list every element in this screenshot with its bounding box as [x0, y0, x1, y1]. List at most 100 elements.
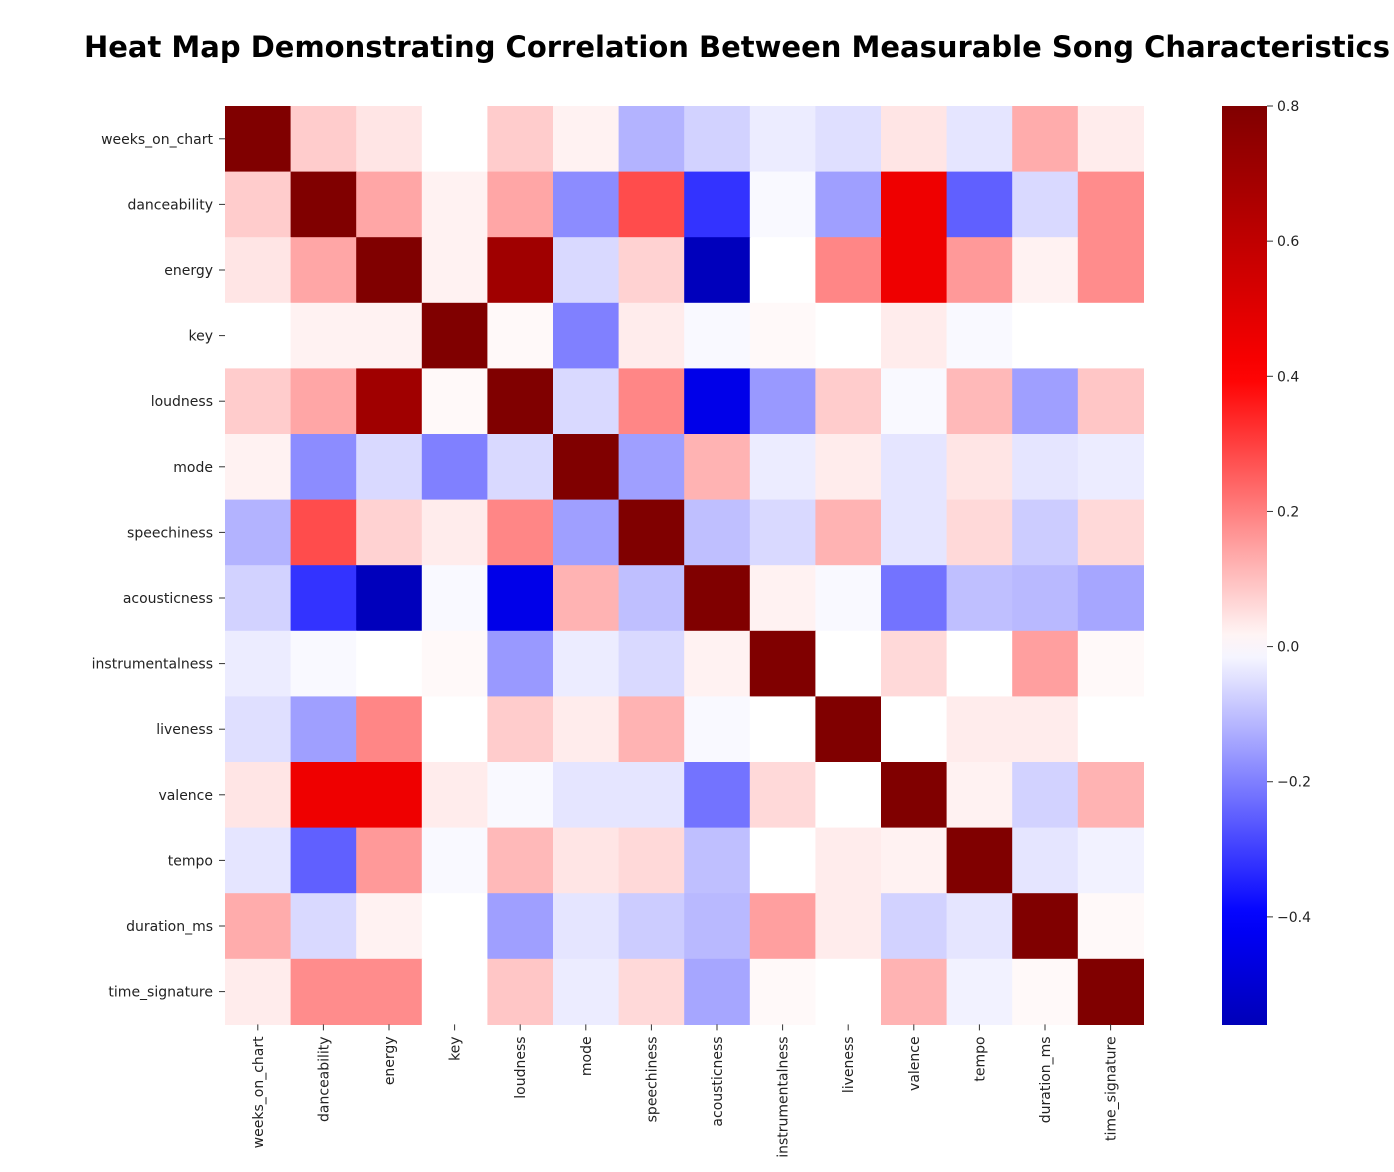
heatmap-cell-instrumentalness-key: [421, 630, 488, 697]
heatmap-cell-duration_ms-liveness: [815, 893, 882, 960]
heatmap-cell-valence-tempo: [946, 762, 1013, 829]
heatmap-cell-danceability-acousticness: [684, 171, 751, 238]
heatmap-cell-speechiness-speechiness: [618, 499, 685, 566]
heatmap-cell-time_signature-valence: [881, 958, 948, 1025]
heatmap-cell-danceability-liveness: [815, 171, 882, 238]
heatmap-cell-duration_ms-mode: [553, 893, 620, 960]
heatmap-cell-liveness-acousticness: [684, 696, 751, 763]
heatmap-cell-mode-key: [421, 434, 488, 501]
heatmap-cell-key-liveness: [815, 302, 882, 369]
heatmap-cell-valence-loudness: [487, 762, 554, 829]
heatmap-cell-time_signature-duration_ms: [1012, 958, 1079, 1025]
heatmap-cell-mode-liveness: [815, 434, 882, 501]
chart-title: Heat Map Demonstrating Correlation Betwe…: [83, 30, 1391, 64]
x-tick-label-time_signature: time_signature: [1104, 1036, 1120, 1141]
x-tick-label-mode: mode: [579, 1036, 595, 1076]
heatmap-cell-mode-speechiness: [618, 434, 685, 501]
heatmap-cell-danceability-mode: [553, 171, 620, 238]
heatmap-cell-mode-loudness: [487, 434, 554, 501]
heatmap-cell-acousticness-weeks_on_chart: [225, 565, 292, 632]
heatmap-cell-tempo-speechiness: [618, 827, 685, 894]
heatmap-cell-speechiness-tempo: [946, 499, 1013, 566]
heatmap-cell-loudness-loudness: [487, 368, 554, 435]
heatmap-cell-acousticness-key: [421, 565, 488, 632]
x-tick-label-speechiness: speechiness: [644, 1036, 660, 1122]
heatmap-cell-acousticness-energy: [356, 565, 423, 632]
x-tick-label-weeks_on_chart: weeks_on_chart: [251, 1036, 267, 1148]
heatmap-cell-time_signature-time_signature: [1077, 958, 1144, 1025]
heatmap-cell-instrumentalness-instrumentalness: [749, 630, 816, 697]
heatmap-cell-duration_ms-speechiness: [618, 893, 685, 960]
colorbar-tick-label: 0.6: [1277, 234, 1299, 250]
heatmap-cell-loudness-acousticness: [684, 368, 751, 435]
heatmap-cell-loudness-liveness: [815, 368, 882, 435]
heatmap-cell-liveness-speechiness: [618, 696, 685, 763]
heatmap-cell-liveness-energy: [356, 696, 423, 763]
x-tick-label-acousticness: acousticness: [710, 1036, 726, 1126]
heatmap-cell-loudness-danceability: [290, 368, 357, 435]
y-tick-label-energy: energy: [164, 263, 213, 279]
heatmap-cell-energy-tempo: [946, 237, 1013, 304]
heatmap-cell-acousticness-instrumentalness: [749, 565, 816, 632]
heatmap-cell-tempo-duration_ms: [1012, 827, 1079, 894]
heatmap-cell-weeks_on_chart-instrumentalness: [749, 106, 816, 173]
y-tick-label-weeks_on_chart: weeks_on_chart: [101, 132, 213, 148]
heatmap-cell-loudness-energy: [356, 368, 423, 435]
y-tick-label-danceability: danceability: [127, 197, 213, 213]
heatmap-cell-weeks_on_chart-valence: [881, 106, 948, 173]
heatmap-cell-time_signature-weeks_on_chart: [225, 958, 292, 1025]
heatmap-cell-mode-valence: [881, 434, 948, 501]
heatmap-cell-mode-instrumentalness: [749, 434, 816, 501]
heatmap-cell-instrumentalness-valence: [881, 630, 948, 697]
heatmap-cell-valence-key: [421, 762, 488, 829]
heatmap-cell-loudness-mode: [553, 368, 620, 435]
heatmap-cell-tempo-weeks_on_chart: [225, 827, 292, 894]
heatmap-cell-loudness-duration_ms: [1012, 368, 1079, 435]
heatmap-cell-duration_ms-loudness: [487, 893, 554, 960]
y-tick-label-liveness: liveness: [156, 722, 213, 738]
heatmap-cell-time_signature-mode: [553, 958, 620, 1025]
heatmap-cell-weeks_on_chart-weeks_on_chart: [225, 106, 292, 173]
heatmap-cell-danceability-speechiness: [618, 171, 685, 238]
heatmap-cell-key-duration_ms: [1012, 302, 1079, 369]
heatmap-cell-energy-energy: [356, 237, 423, 304]
heatmap-cell-instrumentalness-energy: [356, 630, 423, 697]
heatmap-cell-weeks_on_chart-duration_ms: [1012, 106, 1079, 173]
heatmap-cell-speechiness-liveness: [815, 499, 882, 566]
heatmap-cell-energy-acousticness: [684, 237, 751, 304]
heatmap-cell-weeks_on_chart-loudness: [487, 106, 554, 173]
y-tick-label-loudness: loudness: [151, 394, 213, 410]
heatmap-cell-energy-valence: [881, 237, 948, 304]
heatmap-cell-mode-weeks_on_chart: [225, 434, 292, 501]
heatmap-cell-time_signature-liveness: [815, 958, 882, 1025]
heatmap-cell-time_signature-loudness: [487, 958, 554, 1025]
heatmap-cell-loudness-weeks_on_chart: [225, 368, 292, 435]
heatmap-cell-instrumentalness-time_signature: [1077, 630, 1144, 697]
heatmap-cell-key-weeks_on_chart: [225, 302, 292, 369]
heatmap-cell-duration_ms-time_signature: [1077, 893, 1144, 960]
x-tick-label-danceability: danceability: [316, 1036, 332, 1122]
heatmap-cell-tempo-valence: [881, 827, 948, 894]
heatmap-cell-tempo-key: [421, 827, 488, 894]
heatmap-cell-weeks_on_chart-time_signature: [1077, 106, 1144, 173]
heatmap-cell-mode-mode: [553, 434, 620, 501]
heatmap-cell-acousticness-danceability: [290, 565, 357, 632]
colorbar: [1222, 106, 1267, 1025]
heatmap-cell-liveness-time_signature: [1077, 696, 1144, 763]
y-tick-label-acousticness: acousticness: [123, 591, 213, 607]
heatmap-cell-liveness-tempo: [946, 696, 1013, 763]
y-tick-label-valence: valence: [158, 788, 213, 804]
heatmap-cell-time_signature-energy: [356, 958, 423, 1025]
heatmap-cell-valence-speechiness: [618, 762, 685, 829]
heatmap-cell-instrumentalness-mode: [553, 630, 620, 697]
heatmap-cell-mode-acousticness: [684, 434, 751, 501]
heatmap-cell-liveness-danceability: [290, 696, 357, 763]
heatmap-cells: [225, 106, 1144, 1025]
y-tick-label-instrumentalness: instrumentalness: [92, 657, 213, 673]
x-tick-label-energy: energy: [382, 1036, 398, 1085]
heatmap-cell-key-instrumentalness: [749, 302, 816, 369]
heatmap-cell-danceability-duration_ms: [1012, 171, 1079, 238]
heatmap-cell-acousticness-speechiness: [618, 565, 685, 632]
heatmap-cell-danceability-time_signature: [1077, 171, 1144, 238]
colorbar-tick-label: 0.8: [1277, 99, 1299, 115]
